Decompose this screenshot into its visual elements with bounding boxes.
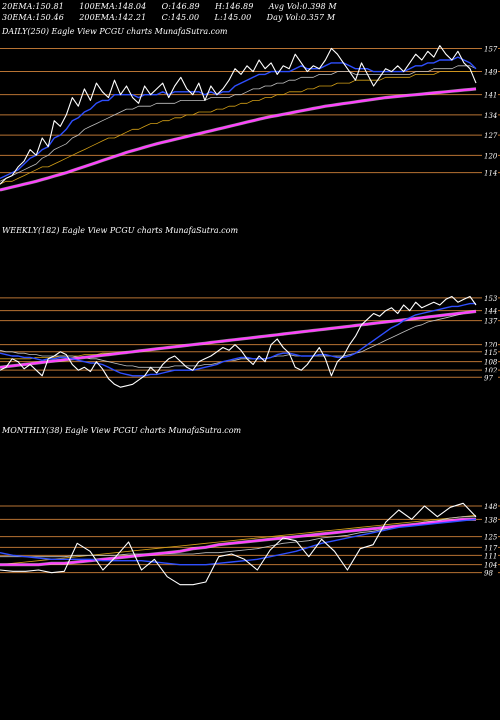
daily-panel: 157 149 141 134 127 120 114 (0, 43, 500, 192)
weekly-level-label: 137 (484, 318, 498, 326)
day-vol-value: 0.357 M (300, 13, 336, 22)
weekly-series-ema-blue (0, 302, 476, 377)
header-row-2: 30EMA:150.46 200EMA:142.21 C:145.00 L:14… (2, 13, 335, 22)
monthly-level-label: 138 (484, 516, 498, 524)
weekly-panel-title: WEEKLY(182) Eagle View PCGU charts Munaf… (2, 226, 239, 235)
ema100-label: 100EMA: (79, 2, 118, 11)
daily-series-price (0, 45, 477, 185)
high-value: 146.89 (224, 2, 254, 11)
ema200-label: 200EMA: (79, 13, 118, 22)
ema20-value: 150.81 (35, 2, 64, 11)
daily-level-label: 141 (484, 92, 497, 100)
low-value: 145.00 (222, 13, 252, 22)
ema100-value: 148.04 (117, 2, 147, 11)
ema30-label: 30EMA: (2, 13, 36, 22)
ema30-value: 150.46 (35, 13, 64, 22)
avg-vol-value: 0.398 M (302, 2, 337, 11)
monthly-level-label: 125 (484, 534, 498, 542)
daily-level-label: 127 (484, 132, 498, 140)
day-vol-label: Day Vol: (266, 13, 301, 22)
weekly-level-label: 108 (484, 359, 498, 367)
monthly-panel-title: MONTHLY(38) Eagle View PCGU charts Munaf… (2, 426, 242, 435)
high-label: H: (214, 2, 225, 11)
open-value: 146.89 (171, 2, 200, 11)
weekly-series-price (0, 295, 477, 388)
weekly-series-ema-magenta (0, 310, 477, 369)
daily-level-label: 114 (484, 170, 497, 178)
monthly-series-ema-magenta (0, 518, 476, 566)
daily-panel-title: DAILY(250) Eagle View PCGU charts Munafa… (2, 27, 228, 36)
header-row-1: 20EMA:150.81 100EMA:148.04 O:146.89 H:14… (2, 2, 337, 11)
monthly-level-label: 148 (484, 503, 498, 511)
daily-series-ema-magenta-halo (0, 87, 477, 192)
daily-level-label: 134 (484, 112, 497, 120)
weekly-level-label: 97 (484, 374, 493, 382)
weekly-level-label: 144 (484, 308, 497, 316)
daily-series-ema-blue (0, 56, 477, 180)
monthly-level-label: 104 (484, 562, 497, 570)
open-label: O: (161, 2, 172, 11)
daily-series-ema-magenta (0, 87, 477, 192)
ema200-value: 142.21 (117, 13, 147, 22)
weekly-level-label: 102 (484, 367, 498, 375)
daily-series-ema-silver (0, 65, 477, 182)
monthly-level-label: 117 (484, 544, 498, 552)
daily-level-label: 149 (484, 69, 498, 77)
monthly-series-price (0, 502, 477, 586)
ema20-label: 20EMA: (2, 2, 36, 11)
monthly-series-ema-gold (0, 514, 477, 566)
weekly-level-label: 153 (484, 295, 498, 303)
monthly-level-label: 98 (484, 570, 493, 578)
weekly-level-label: 115 (484, 349, 498, 357)
monthly-series-ema-blue (0, 518, 477, 566)
daily-series-ema-gold (0, 71, 476, 185)
daily-level-label: 120 (484, 152, 498, 160)
close-value: 145.00 (170, 13, 200, 22)
avg-vol-label: Avg Vol: (268, 2, 303, 11)
close-label: C: (161, 13, 171, 22)
daily-level-label: 157 (484, 45, 498, 53)
weekly-level-label: 120 (484, 342, 498, 350)
monthly-level-label: 111 (484, 552, 497, 560)
low-label: L: (214, 13, 223, 22)
